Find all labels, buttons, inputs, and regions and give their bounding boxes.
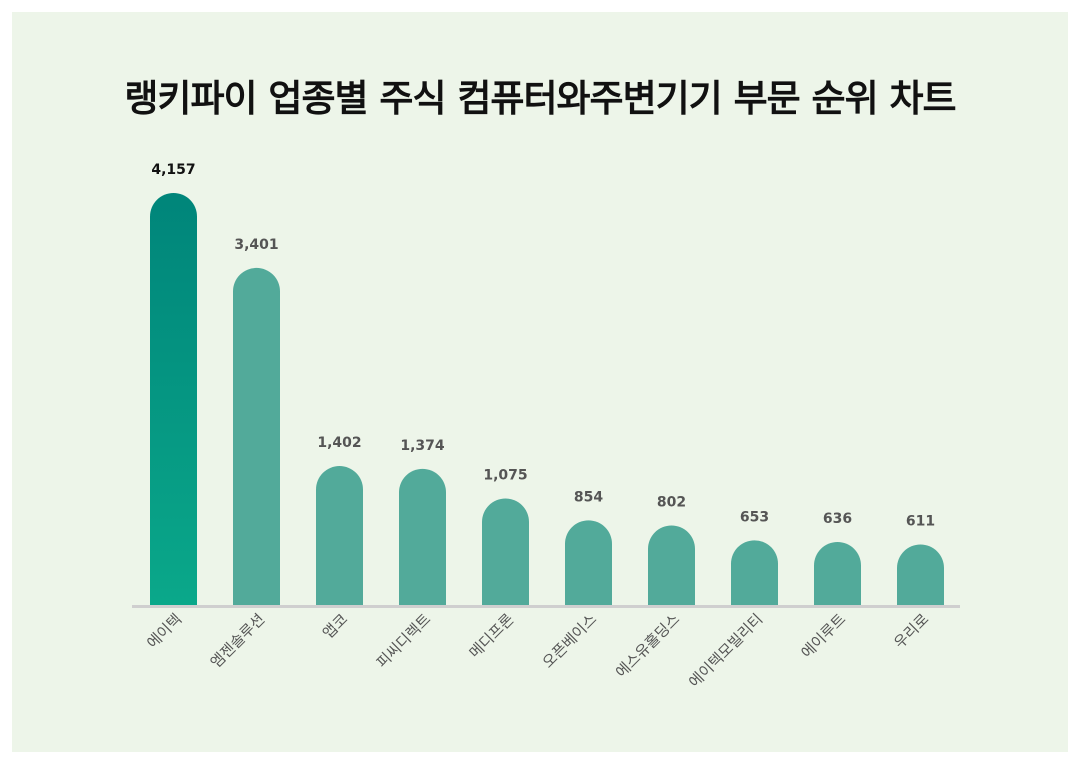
bar [814, 541, 861, 605]
bar-value-label: 3,401 [234, 237, 278, 253]
category-label: 에이텍 [143, 610, 185, 652]
category-label: 우리로 [890, 610, 932, 652]
bar [316, 466, 363, 605]
bar [482, 498, 529, 605]
category-label: 에이텍모빌리티 [685, 610, 766, 691]
category-label: 엠젠솔루션 [207, 610, 269, 672]
bar [150, 193, 197, 605]
category-label: 피씨디렉트 [373, 610, 435, 672]
bar-value-label: 653 [740, 509, 769, 525]
bar [565, 520, 612, 605]
category-label: 에스유홀딩스 [612, 610, 683, 681]
bar-value-label: 636 [823, 511, 852, 527]
bar-value-label: 4,157 [151, 162, 195, 178]
bar-value-label: 802 [657, 495, 686, 511]
bar-value-label: 1,374 [400, 438, 445, 454]
bar-value-label: 611 [906, 513, 935, 529]
category-label: 앱코 [319, 610, 351, 642]
bar [897, 544, 944, 605]
bar-value-label: 1,402 [317, 435, 361, 451]
category-label: 메디프론 [466, 610, 518, 662]
bar [399, 468, 446, 605]
bar [648, 525, 695, 605]
bar-value-label: 854 [574, 489, 603, 505]
category-label: 에이루트 [798, 610, 850, 662]
bar [233, 267, 280, 605]
bar-value-label: 1,075 [483, 467, 527, 483]
category-label: 오픈베이스 [539, 610, 601, 672]
chart-title: 랭키파이 업종별 주식 컴퓨터와주변기기 부문 순위 차트 [124, 77, 956, 120]
bar [731, 540, 778, 605]
